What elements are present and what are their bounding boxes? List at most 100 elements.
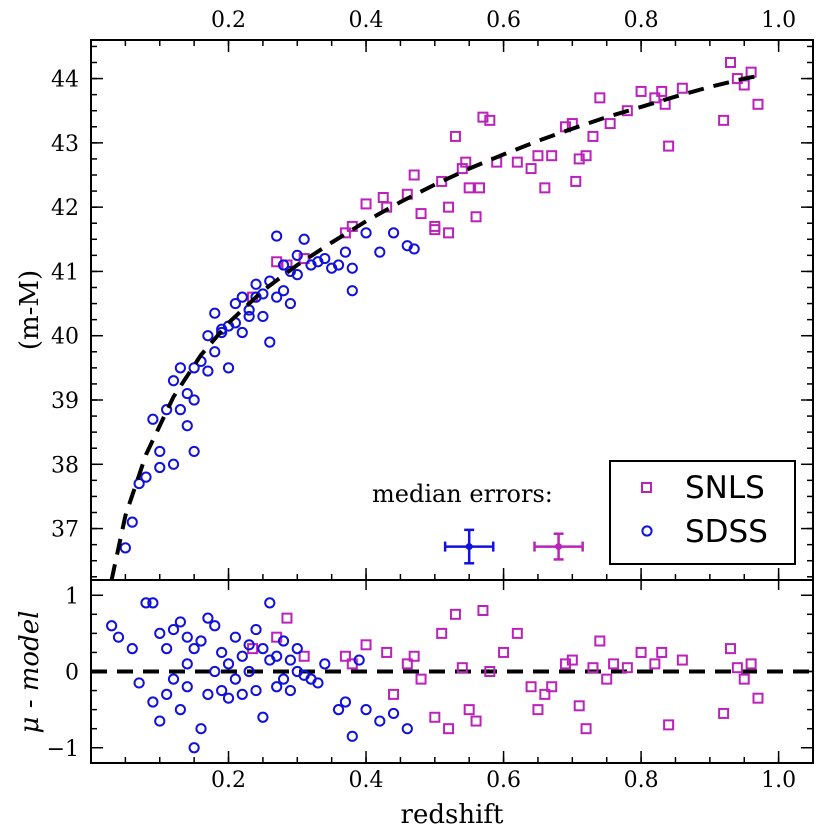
snls-point (511, 156, 523, 168)
sdss-residual-point (401, 723, 413, 735)
snls-median-errorbar-center (555, 543, 563, 551)
sdss-residual-point (250, 684, 262, 697)
sdss-residual-point (257, 643, 269, 655)
main-y-tick-label: 37 (51, 518, 79, 543)
sdss-residual-point (236, 650, 248, 662)
legend-sdss-label: SDSS (685, 514, 768, 550)
sdss-residual-point (243, 665, 255, 678)
snls-point (604, 118, 616, 130)
snls-residual-point (738, 673, 750, 685)
sdss-residual-point (181, 658, 193, 670)
snls-residual-point (388, 688, 400, 700)
sdss-residual-point (106, 620, 118, 632)
snls-point (360, 198, 372, 210)
sdss-point (243, 304, 255, 316)
sdss-residual-point (387, 707, 400, 720)
snls-point (460, 156, 472, 168)
snls-point (377, 192, 389, 203)
top-x-tick-label: 0.8 (624, 8, 659, 33)
bottom-x-tick-label: 0.8 (624, 768, 659, 793)
sdss-residual-point (257, 711, 269, 723)
sdss-point (360, 227, 372, 239)
sdss-residual-point (222, 692, 235, 704)
sdss-residual-point (147, 696, 159, 708)
snls-residual-point (511, 627, 523, 639)
top-x-tick-label: 0.6 (486, 8, 521, 33)
snls-residual-point (656, 646, 668, 658)
sdss-residual-point (374, 715, 386, 727)
sdss-point (167, 458, 180, 470)
sdss-point (174, 404, 186, 416)
sdss-point (181, 387, 193, 400)
sdss-residual-point (112, 631, 125, 643)
snls-point (724, 57, 736, 68)
top-x-tick-label: 1.0 (761, 8, 796, 33)
main-y-tick-label: 39 (51, 389, 79, 414)
sdss-residual-point (271, 650, 283, 662)
snls-residual-point (587, 662, 599, 674)
sdss-residual-point (312, 677, 324, 689)
snls-point (429, 224, 441, 236)
snls-residual-point (415, 673, 427, 685)
bottom-x-tick-label: 1.0 (761, 768, 796, 793)
sdss-residual-point (174, 704, 186, 716)
sdss-point (167, 375, 180, 387)
model-curve (109, 73, 762, 580)
legend-sdss-marker (641, 525, 653, 537)
snls-residual-point (546, 681, 558, 693)
snls-point (443, 201, 455, 213)
sdss-residual-point (284, 654, 297, 666)
median-errors-label: median errors: (372, 480, 553, 508)
sdss-residual-point (216, 646, 228, 659)
sdss-residual-point (133, 677, 145, 689)
sdss-residual-point (147, 597, 159, 609)
sdss-residual-point (195, 723, 207, 735)
residuals-panel (91, 597, 813, 754)
main-y-tick-label: 44 (51, 68, 79, 93)
snls-residual-point (281, 612, 293, 624)
sdss-point (147, 413, 159, 425)
sdss-point (277, 259, 290, 271)
snls-point (463, 182, 475, 194)
main-y-tick-label: 40 (51, 325, 79, 350)
snls-point (635, 85, 647, 97)
sdss-point (264, 336, 276, 348)
snls-residual-point (498, 646, 510, 658)
sdss-point (250, 278, 262, 290)
snls-residual-point (539, 688, 551, 700)
sdss-residual-point (161, 643, 173, 655)
snls-residual-point (649, 658, 661, 670)
sdss-point (202, 365, 214, 377)
snls-point (456, 163, 468, 175)
snls-residual-point (470, 715, 482, 727)
snls-residual-point (360, 639, 372, 651)
snls-residual-point (752, 692, 764, 704)
main-y-tick-label: 42 (51, 196, 79, 221)
sdss-residual-point (250, 623, 262, 636)
sdss-residual-point (188, 643, 200, 655)
sdss-residual-point (353, 654, 365, 666)
sdss-residual-point (195, 635, 207, 647)
snls-point (525, 163, 537, 175)
sdss-residual-point (174, 616, 186, 628)
sdss-residual-point (229, 631, 241, 643)
snls-residual-point (298, 650, 310, 662)
sdss-point (188, 445, 200, 458)
snls-point (570, 175, 582, 187)
sdss-point (271, 291, 283, 303)
sdss-residual-point (209, 665, 221, 678)
snls-residual-point (621, 662, 633, 674)
sdss-point (119, 542, 131, 554)
snls-point (594, 92, 606, 104)
snls-point (663, 140, 675, 152)
sdss-residual-point (140, 597, 152, 609)
median-error-bars (443, 528, 584, 565)
snls-residual-point (436, 627, 448, 639)
sdss-residual-point (360, 704, 372, 716)
snls-residual-point (484, 666, 496, 677)
snls-point (429, 220, 441, 232)
legend-box (609, 460, 796, 565)
snls-point (484, 114, 496, 126)
snls-residual-point (580, 723, 592, 735)
snls-point (676, 82, 688, 94)
